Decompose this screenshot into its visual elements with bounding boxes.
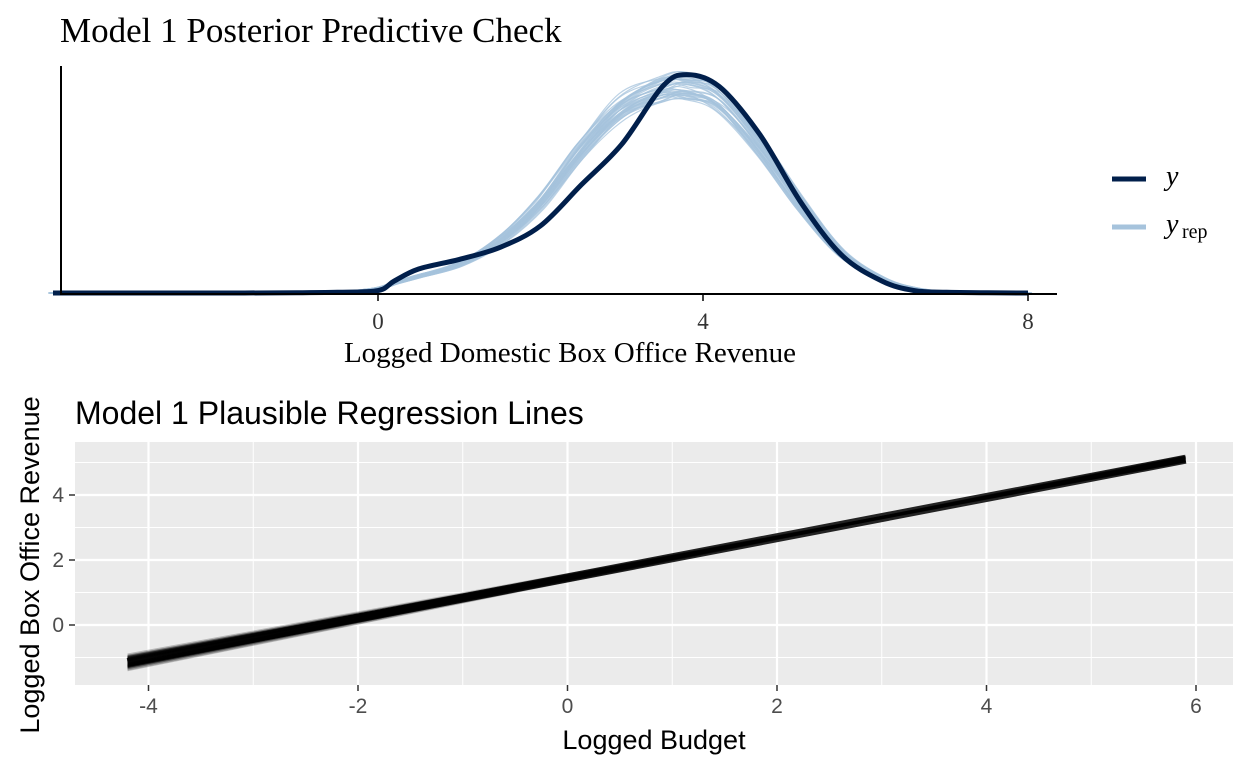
reg-panel: Model 1 Plausible Regression Lines -4 -2 0… [15, 395, 1233, 755]
yrep-density-line [49, 96, 1025, 294]
yrep-density-line [50, 74, 1026, 294]
ppc-x-axis-label: Logged Domestic Box Office Revenue [344, 337, 796, 369]
yrep-density-line [48, 90, 1025, 294]
yrep-density-line [48, 81, 1024, 294]
legend-label-yrep-subscript: rep [1182, 221, 1208, 243]
yrep-density-line [49, 91, 1025, 294]
legend-label-yrep: y [1163, 209, 1179, 240]
yrep-density-line [54, 76, 1030, 294]
yrep-density-line [51, 78, 1027, 294]
yrep-density-line [52, 72, 1028, 294]
yrep-density-line [55, 81, 1031, 294]
yrep-density-line [48, 76, 1024, 294]
ppc-panel: Model 1 Posterior Predictive Check 0 4 8 L… [48, 11, 1208, 369]
yrep-density-line [56, 76, 1032, 294]
reg-x-axis-label: Logged Budget [562, 725, 746, 755]
yrep-density-line [52, 81, 1028, 294]
yrep-density-line [55, 70, 1032, 294]
yrep-density-line [51, 92, 1028, 294]
reg-grid [75, 442, 1233, 685]
reg-title: Model 1 Plausible Regression Lines [75, 395, 584, 431]
reg-x-tick-label: 4 [981, 695, 993, 718]
ppc-x-tick-label: 8 [1022, 309, 1034, 334]
ppc-x-tick-label: 0 [372, 309, 384, 334]
ppc-legend: y y rep [1112, 161, 1208, 243]
ppc-x-ticks: 0 4 8 [372, 294, 1034, 334]
yrep-density-line [50, 71, 1026, 294]
yrep-density-line [53, 78, 1029, 294]
yrep-density-line [55, 81, 1031, 294]
ppc-density-lines [48, 70, 1033, 296]
legend-label-y: y [1163, 161, 1179, 192]
yrep-density-line [48, 85, 1024, 294]
reg-x-ticks: -4 -2 0 2 4 6 [139, 685, 1202, 718]
yrep-density-line [55, 94, 1031, 294]
reg-x-tick-label: 2 [771, 695, 783, 718]
yrep-density-line [49, 91, 1025, 294]
yrep-density-line [48, 88, 1024, 294]
yrep-density-line [51, 82, 1028, 294]
regression-central-band [126, 454, 1187, 667]
yrep-density-line [56, 78, 1033, 294]
reg-x-tick-label: -4 [139, 695, 158, 718]
yrep-density-line [53, 78, 1029, 294]
ppc-title: Model 1 Posterior Predictive Check [60, 11, 562, 50]
reg-y-tick-label: 4 [52, 484, 64, 507]
y-density-line [52, 72, 1029, 296]
reg-x-tick-label: 6 [1190, 695, 1202, 718]
yrep-density-line [52, 90, 1028, 294]
yrep-density-line [48, 93, 1024, 294]
yrep-density-line [50, 93, 1026, 294]
yrep-density-line [49, 93, 1025, 294]
reg-y-tick-label: 0 [52, 614, 64, 637]
reg-y-tick-label: 2 [52, 549, 64, 572]
reg-y-ticks: 0 2 4 [52, 484, 75, 637]
yrep-density-line [54, 74, 1030, 294]
reg-x-tick-label: 0 [562, 695, 574, 718]
reg-x-tick-label: -2 [349, 695, 368, 718]
reg-y-axis-label: Logged Box Office Revenue [15, 396, 45, 733]
yrep-density-line [53, 89, 1029, 294]
yrep-density-line [48, 98, 1024, 294]
reg-lines [126, 454, 1187, 672]
yrep-density-line [49, 75, 1025, 294]
ppc-x-tick-label: 4 [697, 309, 709, 334]
